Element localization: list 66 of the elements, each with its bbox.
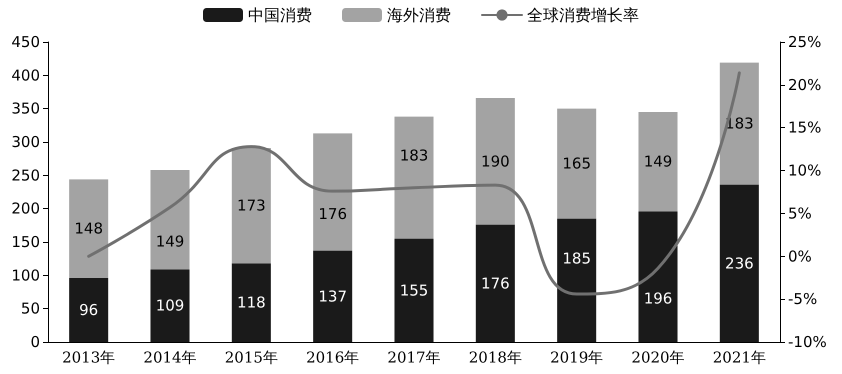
bar (476, 98, 515, 225)
x-tick-label: 2019年 (550, 348, 604, 366)
bar (394, 116, 434, 239)
data-label: 236 (725, 254, 754, 272)
data-label: 173 (237, 196, 266, 215)
data-label: 176 (481, 274, 510, 292)
data-label: 183 (725, 114, 754, 133)
y2-tick-label: 0% (788, 247, 812, 266)
bar (638, 112, 678, 212)
data-label: 176 (318, 205, 347, 223)
bar (69, 179, 108, 278)
y2-tick-label: 25% (788, 33, 822, 51)
y2-tick-label: 10% (788, 162, 822, 180)
data-label: 118 (237, 294, 266, 312)
y-tick-label: 50 (20, 300, 40, 318)
y-tick-label: 0 (30, 333, 40, 351)
bar (313, 133, 352, 251)
y-tick-label: 150 (11, 233, 40, 251)
x-tick-label: 2016年 (306, 348, 360, 366)
y-tick-label: 400 (11, 66, 40, 84)
data-label: 96 (79, 301, 98, 319)
x-tick-label: 2015年 (224, 348, 278, 366)
x-tick-label: 2014年 (143, 348, 197, 366)
bar (720, 62, 759, 185)
data-label: 148 (74, 220, 103, 238)
data-label: 183 (400, 146, 428, 165)
y-tick-label: 300 (11, 133, 40, 151)
y2-tick-label: 20% (788, 76, 822, 94)
y2-tick-label: -5% (788, 290, 818, 308)
y2-tick-label: 5% (788, 204, 812, 222)
data-label: 109 (156, 296, 184, 315)
bar (720, 184, 759, 342)
bar (150, 269, 190, 342)
data-label: 137 (318, 287, 347, 306)
bar (476, 224, 515, 342)
x-tick-label: 2021年 (712, 348, 766, 366)
y-tick-label: 200 (11, 200, 40, 218)
data-label: 190 (481, 152, 510, 170)
data-label: 155 (400, 281, 428, 300)
bar (394, 238, 434, 342)
y2-tick-label: -10% (788, 333, 827, 351)
y-tick-label: 350 (11, 100, 40, 118)
bar (557, 218, 596, 342)
bar (313, 250, 352, 342)
data-label: 196 (644, 290, 672, 308)
data-label: 165 (562, 154, 591, 173)
bar (232, 263, 271, 342)
y2-tick-label: 15% (788, 118, 822, 137)
x-tick-label: 2013年 (62, 348, 116, 366)
data-label: 149 (156, 232, 184, 251)
legend-label: 海外消费 (387, 6, 451, 24)
legend-label: 全球消费增长率 (527, 6, 639, 24)
x-tick-label: 2018年 (468, 348, 522, 366)
bar (150, 170, 190, 270)
y-tick-label: 250 (11, 166, 40, 184)
data-label: 185 (562, 249, 591, 268)
legend-label: 中国消费 (248, 6, 312, 24)
data-label: 149 (644, 152, 672, 171)
x-tick-label: 2020年 (631, 348, 685, 366)
bar (232, 148, 271, 264)
y-tick-label: 100 (11, 266, 40, 284)
y-tick-label: 450 (11, 33, 40, 51)
bar (69, 278, 108, 342)
bar (638, 211, 678, 342)
x-tick-label: 2017年 (387, 348, 441, 366)
bar (557, 108, 596, 219)
